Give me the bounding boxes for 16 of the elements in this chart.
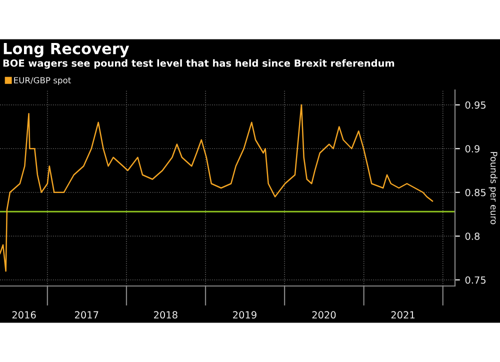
chart-title: Long Recovery bbox=[4, 42, 130, 58]
chart-subtitle: BOE wagers see pound test level that has held since Brexit referendum bbox=[3, 59, 394, 69]
y-tick-label: 0.95 bbox=[465, 101, 486, 109]
x-tick-label: 2018 bbox=[154, 311, 178, 319]
y-tick-label: 0.8 bbox=[465, 232, 480, 240]
x-tick-label: 2016 bbox=[12, 311, 36, 319]
y-tick-label: 0.85 bbox=[465, 188, 486, 196]
line-series bbox=[0, 104, 434, 272]
x-tick-label: 2017 bbox=[74, 311, 98, 319]
x-tick-label: 2020 bbox=[312, 311, 336, 319]
y-tick-label: 0.75 bbox=[465, 276, 486, 284]
x-tick-label: 2021 bbox=[391, 311, 414, 319]
y-tick-label: 0.9 bbox=[465, 145, 480, 152]
legend-label: EUR/GBP spot bbox=[14, 77, 71, 85]
x-tick-label: 2019 bbox=[233, 311, 256, 319]
y-axis-title: Pounds per euro bbox=[488, 152, 498, 224]
